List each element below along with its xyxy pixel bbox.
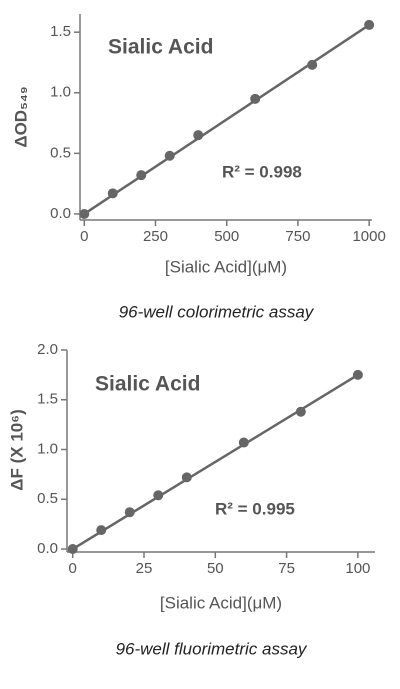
y-tick-label: 0.0 xyxy=(50,205,71,222)
data-point xyxy=(250,93,261,104)
data-point xyxy=(307,59,318,70)
data-point xyxy=(238,437,249,448)
y-tick-label: 2.0 xyxy=(37,341,58,358)
fit-line xyxy=(83,23,370,215)
y-tick-label: 0.5 xyxy=(50,144,71,161)
x-axis-label: [Sialic Acid](μM) xyxy=(165,257,287,276)
y-tick-label: 1.0 xyxy=(37,440,58,457)
x-axis-label: [Sialic Acid](μM) xyxy=(160,593,282,612)
y-axis-label: ΔOD₅₄₉ xyxy=(11,86,30,147)
data-point xyxy=(136,170,147,181)
x-tick-label: 0 xyxy=(80,228,88,245)
x-tick-label: 250 xyxy=(143,228,168,245)
y-tick-label: 1.0 xyxy=(50,84,71,101)
chart-title: Sialic Acid xyxy=(108,36,213,59)
caption: 96-well fluorimetric assay xyxy=(116,639,308,658)
y-tick-label: 0.0 xyxy=(37,540,58,557)
annotation: R² = 0.995 xyxy=(215,499,295,518)
data-point xyxy=(67,544,78,555)
y-tick-label: 1.5 xyxy=(50,23,71,40)
x-tick-label: 75 xyxy=(278,560,295,577)
data-point xyxy=(193,130,204,141)
data-point xyxy=(79,208,90,219)
data-point xyxy=(164,150,175,161)
chart-title: Sialic Acid xyxy=(95,373,200,396)
caption: 96-well colorimetric assay xyxy=(119,302,315,321)
data-point xyxy=(295,406,306,417)
annotation: R² = 0.998 xyxy=(222,162,302,181)
y-axis-label: ΔF (X 10⁶) xyxy=(7,409,26,490)
x-tick-label: 25 xyxy=(136,560,153,577)
data-point xyxy=(124,507,135,518)
x-tick-label: 750 xyxy=(285,228,310,245)
y-tick-label: 0.5 xyxy=(37,490,58,507)
data-point xyxy=(96,525,107,536)
data-point xyxy=(153,490,164,501)
x-tick-label: 100 xyxy=(345,560,370,577)
data-point xyxy=(107,188,118,199)
x-tick-label: 50 xyxy=(207,560,224,577)
fit-line xyxy=(72,373,359,551)
x-tick-label: 1000 xyxy=(352,228,385,245)
data-point xyxy=(364,19,375,30)
data-point xyxy=(181,472,192,483)
x-tick-label: 500 xyxy=(214,228,239,245)
x-tick-label: 0 xyxy=(69,560,77,577)
data-point xyxy=(352,369,363,380)
y-tick-label: 1.5 xyxy=(37,391,58,408)
